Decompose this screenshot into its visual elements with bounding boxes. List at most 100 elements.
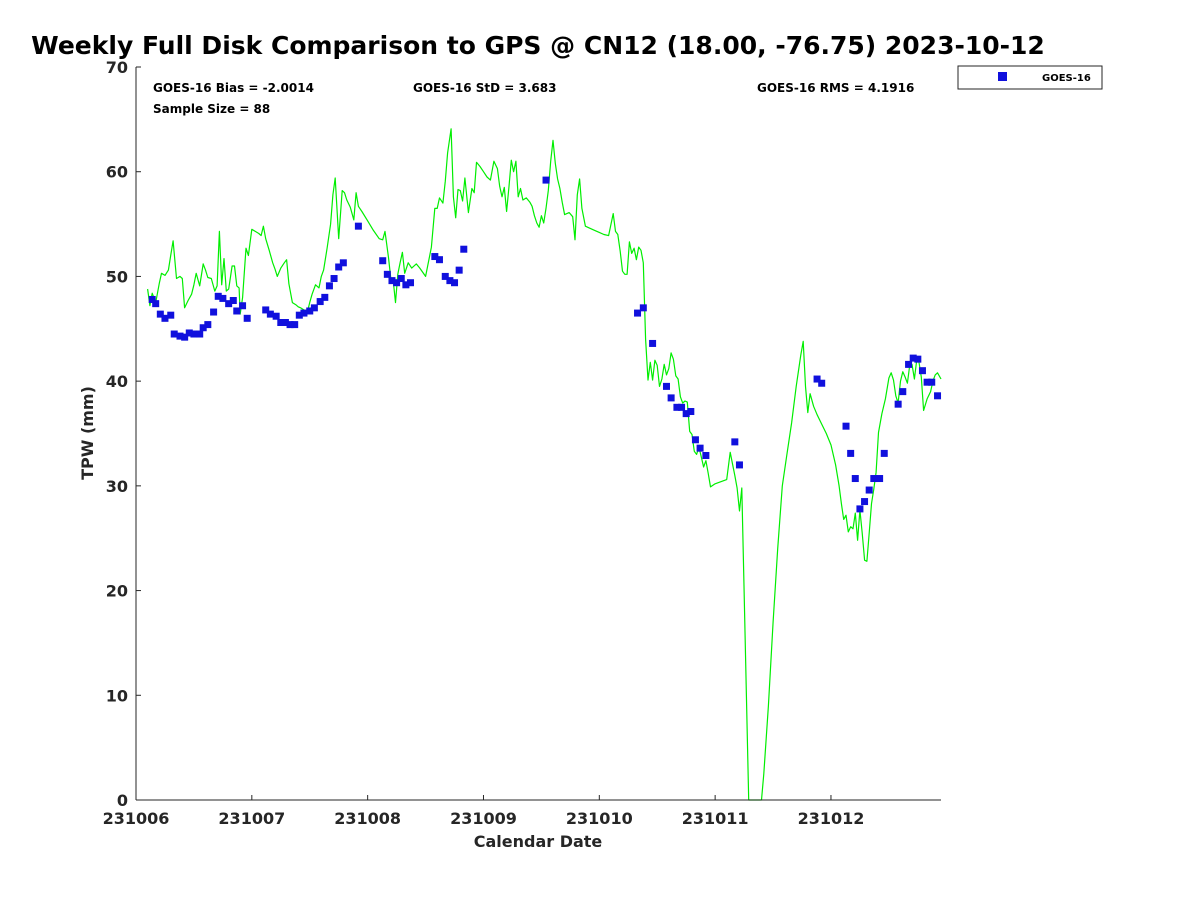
y-axis-label: TPW (mm) [78,386,97,480]
goes-16-point [196,330,204,338]
goes-16-point [204,321,212,329]
goes-16-point [851,475,859,483]
y-tick-label: 40 [106,372,128,391]
goes-16-point [185,329,193,337]
goes-16-point [460,245,468,253]
y-tick-label: 30 [106,477,128,496]
goes-16-point [310,304,318,312]
goes-16-point [865,486,873,494]
goes-16-point [667,394,675,402]
goes-16-point [148,295,156,303]
y-tick-label: 50 [106,267,128,286]
goes-16-series [148,176,942,513]
x-axis-label: Calendar Date [474,832,603,851]
goes-16-point [542,176,550,184]
goes-16-point [388,277,396,285]
x-tick-label: 231006 [103,809,170,828]
gps-line [147,128,942,801]
goes-16-point [214,292,222,300]
goes-16-point [295,311,303,319]
goes-16-point [335,263,343,271]
y-tick-label: 20 [106,582,128,601]
goes-16-point [199,324,207,332]
goes-16-point [167,311,175,319]
bias-stat: GOES-16 Bias = -2.0014 [153,81,314,95]
goes-16-point [379,257,387,265]
goes-16-point [407,279,415,287]
goes-16-point [286,321,294,329]
goes-16-point [291,321,299,329]
goes-16-point [899,388,907,396]
goes-16-point [731,438,739,446]
goes-16-point [321,293,329,301]
goes-16-point [894,400,902,408]
goes-16-point [876,475,884,483]
goes-16-point [662,382,670,390]
y-tick-label: 10 [106,686,128,705]
goes-16-point [281,319,289,327]
goes-16-point [225,300,233,308]
goes-16-point [262,306,270,314]
goes-16-point [156,310,164,318]
x-tick-label: 231010 [566,809,633,828]
goes-16-point [842,422,850,430]
goes-16-point [431,253,439,261]
goes-16-point [914,355,922,363]
goes-16-point [455,266,463,274]
goes-16-point [339,259,347,267]
goes-16-point [161,314,169,322]
goes-16-point [905,360,913,368]
legend-marker-goes-16 [998,72,1007,81]
goes-16-point [856,505,864,513]
y-tick-label: 60 [106,163,128,182]
goes-16-point [691,436,699,444]
goes-16-point [813,375,821,383]
goes-16-point [934,392,942,400]
goes-16-point [170,330,178,338]
goes-16-point [393,279,401,287]
goes-16-point [861,498,869,506]
rms-stat: GOES-16 RMS = 4.1916 [757,81,914,95]
goes-16-point [735,461,743,469]
goes-16-point [383,270,391,278]
x-tick-label: 231008 [334,809,401,828]
goes-16-point [870,475,878,483]
x-tick-label: 231007 [218,809,285,828]
goes-16-point [441,272,449,280]
goes-16-point [243,314,251,322]
sample-size-stat: Sample Size = 88 [153,102,270,116]
goes-16-point [190,330,198,338]
x-tick-label: 231011 [682,809,749,828]
goes-16-point [435,256,443,264]
goes-16-point [316,298,324,306]
legend: GOES-16 [957,65,1103,90]
x-axis-ticks: 231006 231007 231008 231009 231010 231011 2310… [103,795,865,828]
goes-16-point [847,449,855,457]
y-tick-label: 70 [106,58,128,77]
chart-title: Weekly Full Disk Comparison to GPS @ CN1… [31,31,1045,60]
goes-16-point [210,308,218,316]
goes-16-point [239,302,247,310]
gps-series [147,128,942,801]
goes-16-point [219,294,227,302]
goes-16-point [918,367,926,375]
goes-16-point [696,444,704,452]
goes-16-point [880,449,888,457]
goes-16-point [634,309,642,317]
goes-16-point [233,307,241,315]
plot-background [136,67,941,800]
goes-16-point [176,332,184,340]
std-stat: GOES-16 StD = 3.683 [413,81,556,95]
goes-16-point [923,378,931,386]
x-tick-label: 231012 [798,809,865,828]
goes-16-point [266,310,274,318]
goes-16-point [397,275,405,283]
goes-16-point [687,408,695,416]
goes-16-point [649,339,657,347]
goes-16-point [325,282,333,290]
goes-16-point [300,309,308,317]
x-tick-label: 231009 [450,809,517,828]
goes-16-point [451,279,459,287]
goes-16-point [306,307,314,315]
